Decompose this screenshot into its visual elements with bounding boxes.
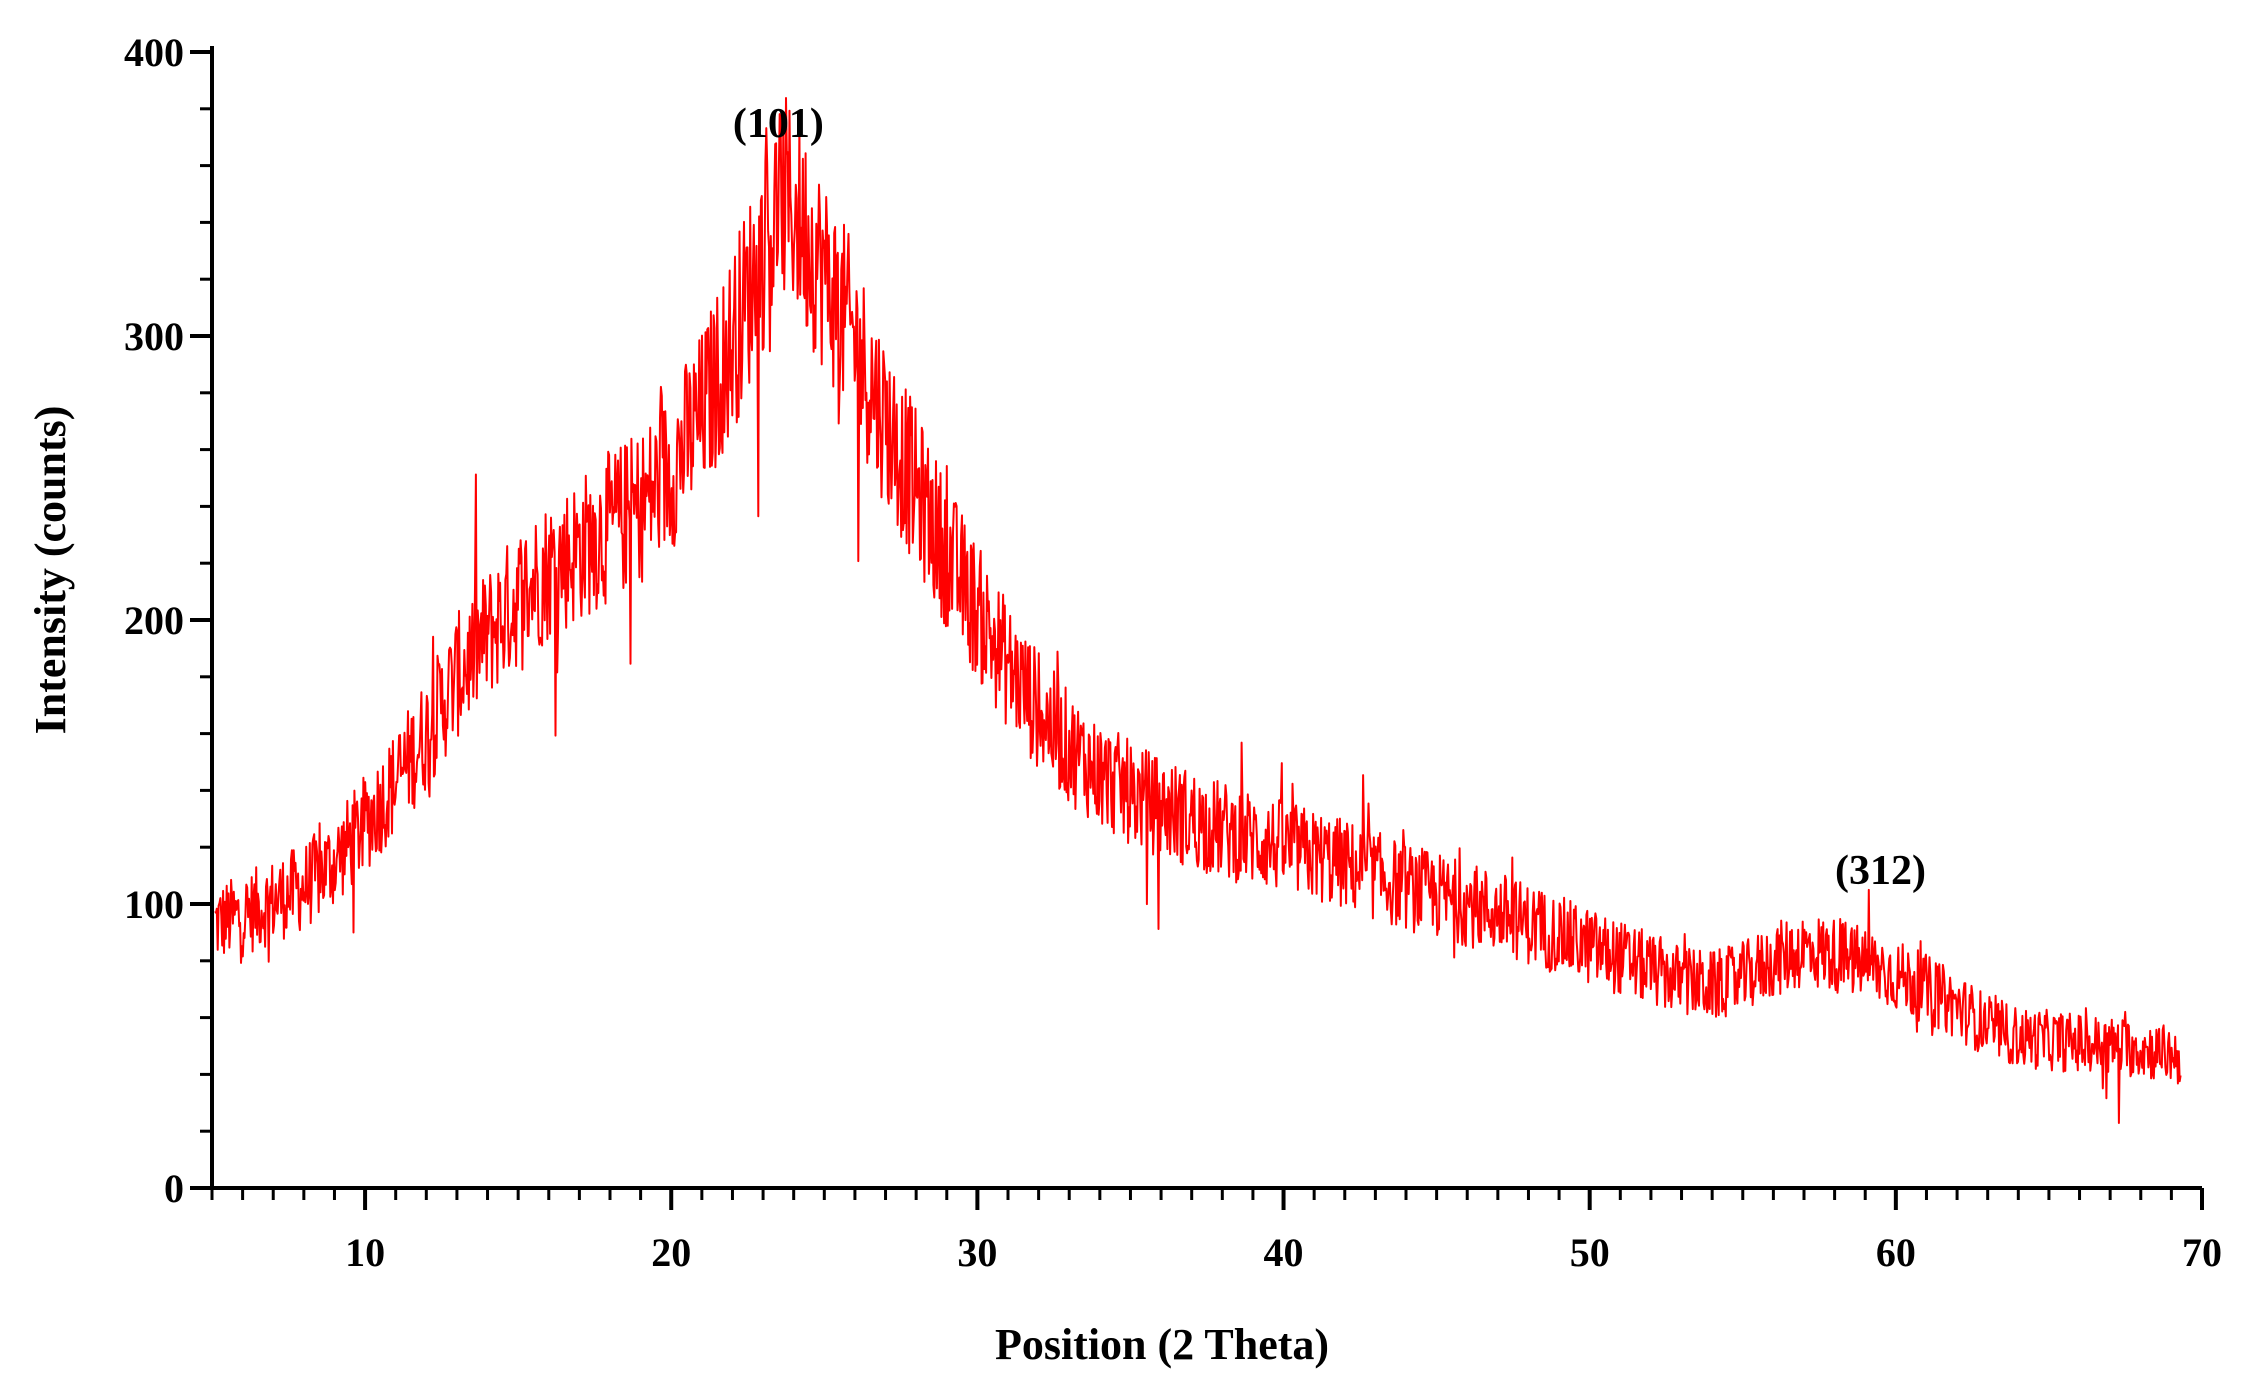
x-tick-label: 60 xyxy=(1876,1230,1916,1275)
x-tick-label: 50 xyxy=(1570,1230,1610,1275)
peak-annotations: (101) (312) xyxy=(733,101,1926,894)
x-tick-label: 20 xyxy=(651,1230,691,1275)
x-tick-label: 70 xyxy=(2182,1230,2222,1275)
x-tick-label: 40 xyxy=(1264,1230,1304,1275)
xrd-series-line xyxy=(214,97,2182,1124)
y-tick-label: 200 xyxy=(124,598,184,643)
x-axis-title: Position (2 Theta) xyxy=(995,1320,1329,1369)
peak-annotation: (101) xyxy=(733,101,824,147)
x-tick-label: 30 xyxy=(957,1230,997,1275)
y-tick-label: 400 xyxy=(124,30,184,75)
y-axis: 0 100 200 300 400 xyxy=(124,30,214,1211)
peak-annotation: (312) xyxy=(1835,848,1926,894)
y-tick-label: 300 xyxy=(124,314,184,359)
x-tick-label: 10 xyxy=(345,1230,385,1275)
y-tick-label: 0 xyxy=(164,1166,184,1211)
x-axis: 10 20 30 40 50 60 70 xyxy=(210,1186,2222,1275)
y-axis-title: Intensity (counts) xyxy=(26,406,75,735)
y-tick-label: 100 xyxy=(124,882,184,927)
plot-area xyxy=(214,97,2182,1124)
